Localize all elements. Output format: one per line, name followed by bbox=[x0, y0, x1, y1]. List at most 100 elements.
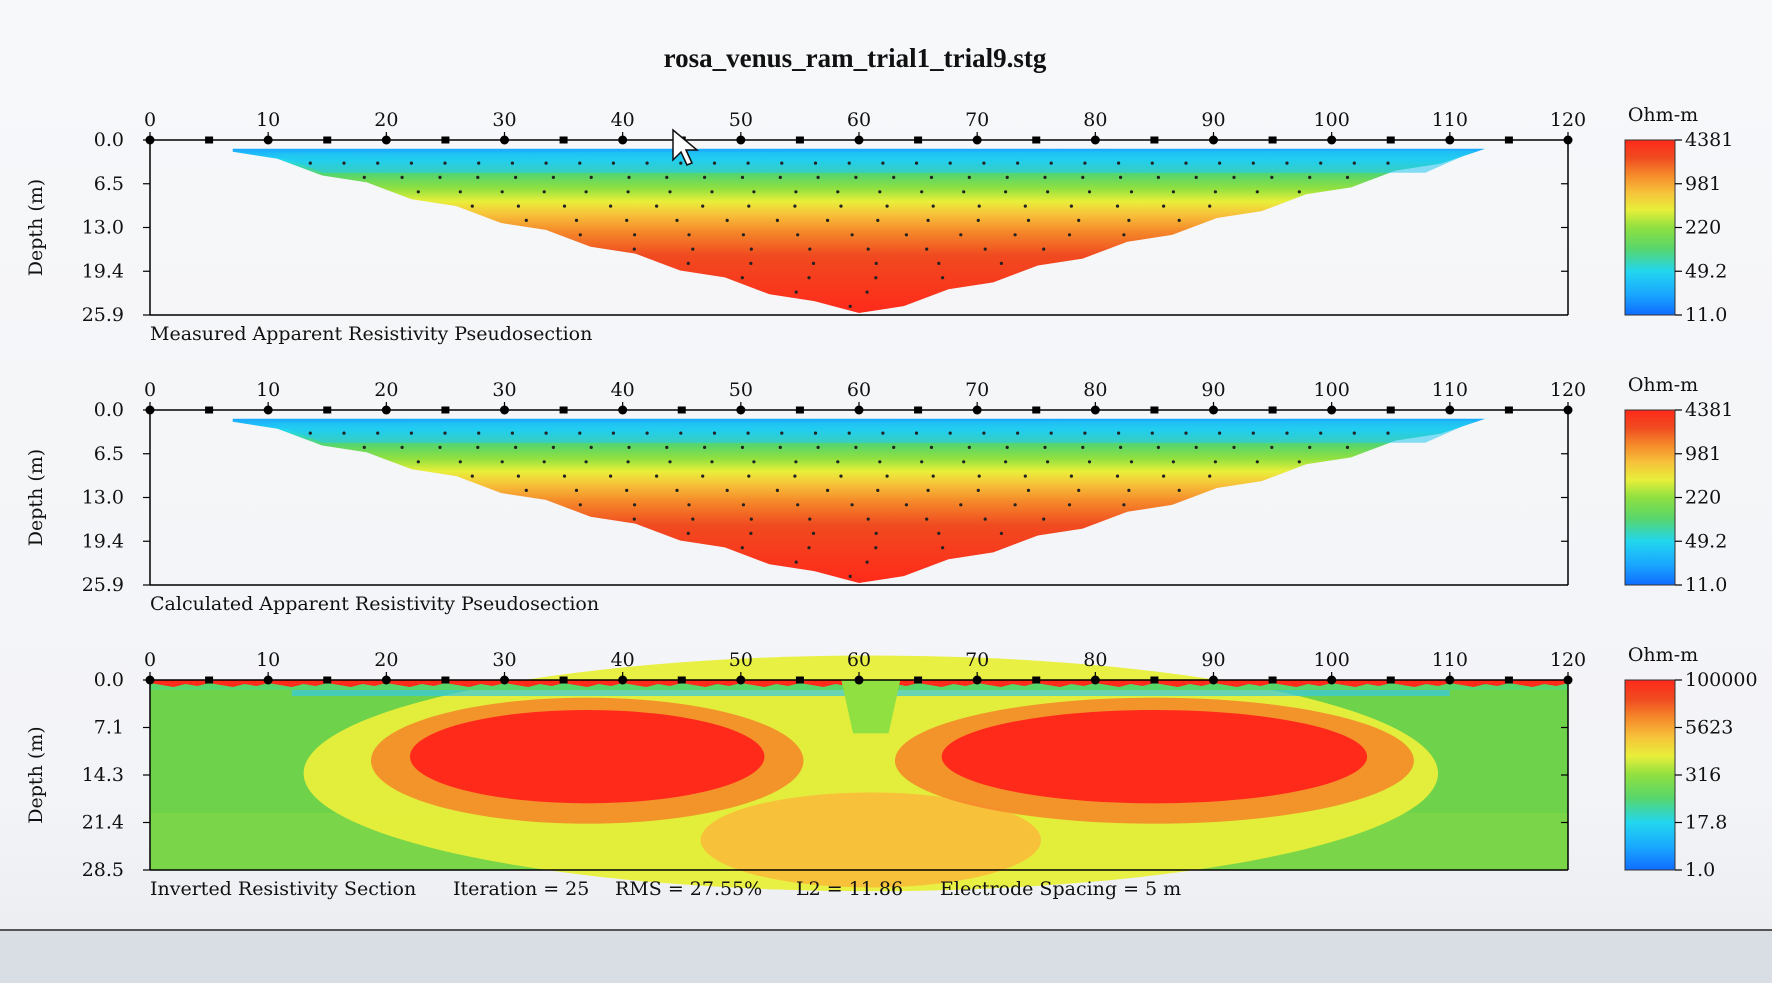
data-point bbox=[1004, 460, 1008, 464]
data-point bbox=[1285, 431, 1289, 435]
data-point bbox=[914, 161, 919, 165]
colorbar-unit: Ohm-m bbox=[1628, 374, 1698, 396]
data-point bbox=[701, 474, 705, 478]
electrode-marker bbox=[323, 676, 332, 684]
data-point bbox=[542, 190, 546, 194]
shallow-low-band bbox=[272, 150, 1476, 173]
data-point bbox=[679, 161, 683, 165]
data-point bbox=[476, 445, 480, 449]
electrode-marker bbox=[559, 406, 568, 414]
x-tick-label: 20 bbox=[374, 379, 398, 401]
colorbar-unit: Ohm-m bbox=[1628, 104, 1698, 126]
data-point bbox=[749, 261, 753, 265]
data-point bbox=[839, 474, 843, 478]
electrode-marker bbox=[1150, 676, 1159, 684]
data-point bbox=[686, 261, 690, 265]
panel-caption: Calculated Apparent Resistivity Pseudose… bbox=[150, 593, 599, 615]
colorbar-label: 4381 bbox=[1685, 129, 1733, 151]
data-point bbox=[1297, 460, 1301, 464]
data-point bbox=[813, 161, 818, 165]
data-point bbox=[778, 445, 782, 449]
data-point bbox=[999, 531, 1004, 536]
x-tick-label: 0 bbox=[144, 379, 156, 401]
data-point bbox=[1352, 431, 1356, 435]
data-point bbox=[645, 161, 649, 165]
data-point bbox=[1285, 161, 1289, 165]
data-point bbox=[1208, 474, 1212, 478]
data-point bbox=[1213, 190, 1217, 194]
data-point bbox=[850, 233, 854, 237]
data-point bbox=[780, 431, 784, 435]
data-point bbox=[476, 175, 480, 179]
data-point bbox=[854, 445, 858, 449]
electrode-marker bbox=[914, 406, 923, 414]
figure-title: rosa_venus_ram_trial1_trial9.stg bbox=[664, 43, 1047, 73]
data-point bbox=[1129, 190, 1134, 194]
depth-tick-label: 0.0 bbox=[94, 129, 124, 151]
data-points bbox=[308, 161, 1390, 308]
data-point bbox=[1255, 190, 1259, 194]
data-point bbox=[710, 190, 714, 194]
data-point bbox=[740, 175, 745, 179]
data-point bbox=[836, 460, 840, 464]
data-point bbox=[516, 474, 521, 478]
data-point bbox=[1127, 488, 1131, 492]
data-point bbox=[848, 304, 852, 308]
data-point bbox=[578, 431, 582, 435]
data-point bbox=[632, 247, 636, 251]
x-tick-label: 0 bbox=[144, 649, 156, 671]
data-point bbox=[477, 161, 481, 165]
x-tick-label: 40 bbox=[611, 649, 635, 671]
data-point bbox=[874, 531, 878, 536]
electrode-marker bbox=[914, 676, 923, 684]
data-point bbox=[1194, 175, 1198, 179]
colorbar-label: 981 bbox=[1685, 443, 1721, 465]
data-point bbox=[1117, 431, 1121, 435]
data-point bbox=[904, 503, 909, 507]
depth-tick-label: 21.4 bbox=[82, 812, 124, 834]
data-point bbox=[1026, 218, 1031, 222]
data-point bbox=[1171, 190, 1175, 194]
data-point bbox=[1005, 445, 1009, 449]
data-point bbox=[589, 175, 593, 179]
data-point bbox=[438, 445, 442, 449]
data-point bbox=[925, 517, 929, 521]
data-point bbox=[655, 474, 659, 478]
data-point bbox=[626, 190, 630, 194]
electrode-marker bbox=[1268, 406, 1277, 414]
data-point bbox=[500, 190, 504, 194]
electrode-marker bbox=[795, 406, 804, 414]
data-point bbox=[1162, 474, 1166, 478]
data-point bbox=[438, 175, 442, 179]
electrode-marker bbox=[1268, 136, 1277, 144]
data-point bbox=[1177, 488, 1181, 492]
depth-tick-label: 14.3 bbox=[82, 764, 124, 786]
data-point bbox=[668, 190, 672, 194]
data-point bbox=[967, 445, 971, 449]
electrode-marker bbox=[1386, 136, 1395, 144]
data-point bbox=[976, 218, 980, 222]
data-point bbox=[578, 233, 582, 237]
data-point bbox=[524, 488, 528, 492]
x-tick-label: 70 bbox=[965, 649, 989, 671]
data-point bbox=[752, 460, 756, 464]
data-point bbox=[876, 488, 880, 492]
data-point bbox=[1046, 190, 1050, 194]
x-tick-label: 110 bbox=[1432, 109, 1468, 131]
data-point bbox=[1023, 474, 1027, 478]
iteration-stat: Iteration = 25 bbox=[453, 878, 589, 900]
data-point bbox=[645, 431, 649, 435]
rms-stat: RMS = 27.55% bbox=[615, 878, 762, 900]
data-point bbox=[609, 204, 613, 208]
data-point bbox=[584, 190, 588, 194]
data-point bbox=[866, 517, 870, 521]
data-point bbox=[807, 276, 811, 280]
data-point bbox=[1308, 445, 1312, 449]
data-point bbox=[1016, 431, 1020, 435]
x-tick-label: 110 bbox=[1432, 649, 1468, 671]
data-point bbox=[999, 261, 1004, 265]
data-point bbox=[725, 218, 729, 222]
data-point bbox=[1156, 175, 1160, 179]
x-tick-label: 70 bbox=[965, 109, 989, 131]
x-tick-label: 120 bbox=[1550, 379, 1586, 401]
